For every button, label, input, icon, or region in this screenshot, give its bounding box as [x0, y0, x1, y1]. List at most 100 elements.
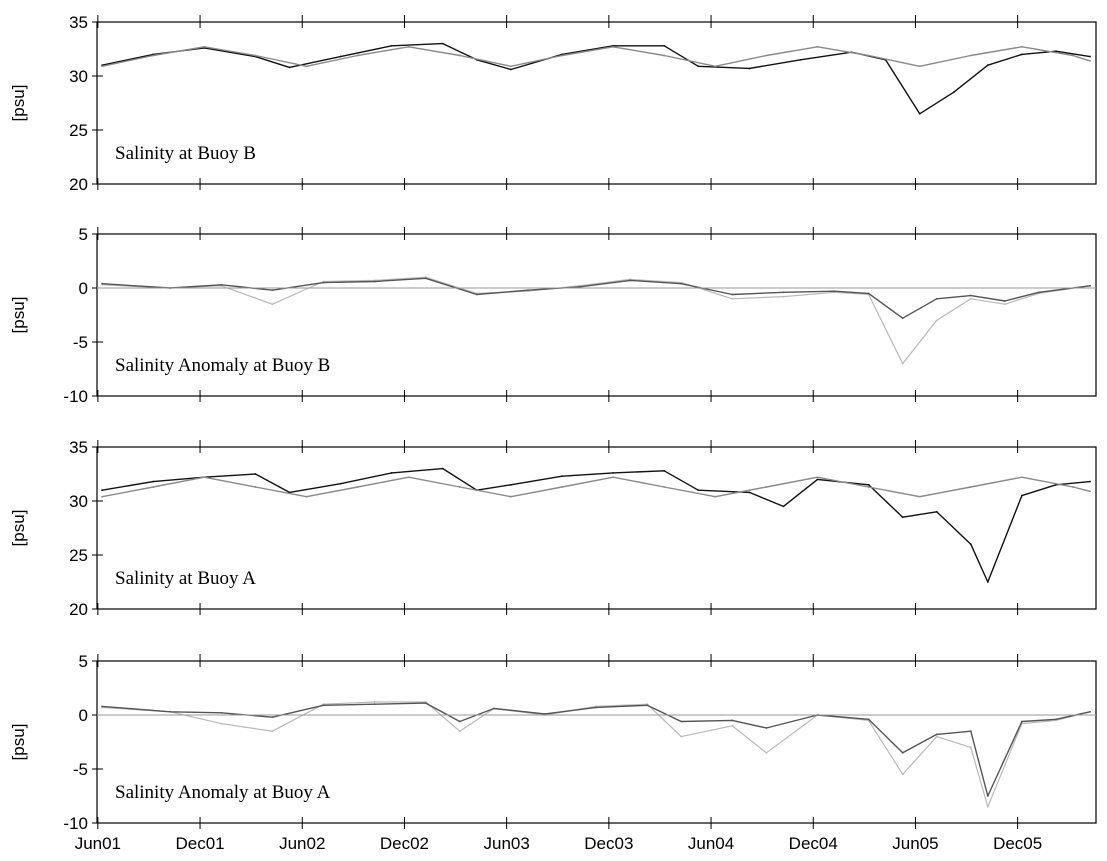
- data-point: [271, 730, 274, 733]
- data-point: [220, 283, 223, 286]
- data-point: [816, 45, 819, 48]
- plot-frame: [96, 21, 1097, 185]
- data-point: [935, 733, 938, 736]
- data-point: [203, 476, 206, 479]
- y-tick-label: 35: [69, 13, 88, 32]
- data-point: [986, 64, 989, 67]
- plot-frame: [96, 446, 1097, 610]
- data-point: [969, 730, 972, 733]
- data-point: [152, 486, 155, 488]
- data-point: [867, 486, 870, 488]
- data-point: [1072, 486, 1074, 488]
- data-point: [969, 486, 972, 488]
- data-point: [1055, 718, 1057, 721]
- panel-4: -10 -5 0 5 [psu] Salinity Anomaly at Buoy A Ju…: [9, 652, 1097, 853]
- data-point: [1038, 291, 1040, 294]
- data-point: [731, 724, 734, 727]
- data-point: [680, 735, 683, 738]
- data-point: [220, 722, 223, 725]
- data-point: [612, 476, 615, 479]
- data-point: [986, 795, 989, 797]
- data-point: [322, 281, 325, 284]
- data-point: [969, 294, 972, 297]
- data-point: [288, 66, 291, 69]
- data-point: [407, 45, 410, 48]
- data-point: [373, 701, 376, 703]
- data-point: [595, 706, 597, 709]
- y-tick-label: 0: [79, 279, 88, 298]
- data-point: [782, 291, 785, 294]
- data-point: [101, 495, 104, 498]
- data-point: [271, 303, 274, 306]
- y-axis-label: [psu]: [9, 297, 28, 334]
- data-point: [782, 295, 785, 298]
- data-point: [458, 730, 461, 733]
- data-point: [901, 317, 904, 320]
- data-point: [339, 482, 342, 485]
- data-point: [101, 705, 104, 708]
- data-point: [254, 54, 257, 57]
- data-point: [1072, 54, 1074, 57]
- series-observed: [101, 42, 1091, 115]
- panel-title: Salinity Anomaly at Buoy A: [115, 782, 331, 803]
- data-point: [731, 297, 734, 300]
- data-point: [305, 65, 308, 68]
- y-tick-label: -10: [63, 814, 88, 833]
- plot-frame: [96, 233, 1097, 397]
- x-tick-label: Dec05: [993, 834, 1042, 853]
- y-tick-label: -10: [63, 387, 88, 406]
- data-point: [561, 486, 563, 488]
- data-point: [748, 491, 751, 494]
- data-point: [765, 727, 768, 729]
- data-point: [254, 473, 257, 475]
- y-tick-label: 25: [69, 546, 88, 565]
- data-point: [697, 489, 700, 492]
- panel-title: Salinity at Buoy A: [115, 568, 256, 589]
- data-point: [935, 297, 938, 300]
- data-point: [629, 279, 632, 282]
- data-point: [561, 54, 563, 57]
- data-point: [458, 54, 461, 57]
- data-point: [1089, 480, 1091, 483]
- data-point: [901, 773, 904, 776]
- y-axis-label: [psu]: [9, 724, 28, 761]
- x-tick-label: Dec03: [584, 834, 633, 853]
- data-point: [1089, 284, 1091, 287]
- data-point: [458, 486, 461, 488]
- data-point: [169, 710, 172, 713]
- data-point: [867, 54, 870, 57]
- data-point: [986, 581, 989, 583]
- x-tick-label: Jun02: [279, 834, 325, 853]
- data-point: [935, 319, 938, 322]
- y-axis-label: [psu]: [9, 510, 28, 547]
- x-tick-label: Jun05: [892, 834, 938, 853]
- data-point: [646, 704, 649, 707]
- data-point: [986, 805, 989, 808]
- data-point: [510, 495, 512, 498]
- data-point: [561, 475, 563, 478]
- x-tick-label: Dec04: [789, 834, 838, 853]
- data-point: [1089, 490, 1091, 493]
- data-point: [1003, 303, 1006, 306]
- data-point: [799, 58, 802, 61]
- data-point: [544, 713, 546, 715]
- y-tick-label: 20: [69, 600, 88, 619]
- data-point: [356, 486, 359, 488]
- series-raw-anomaly: [102, 701, 1091, 808]
- data-point: [390, 44, 393, 47]
- y-tick-label: 30: [69, 492, 88, 511]
- data-point: [373, 703, 376, 706]
- data-point: [969, 746, 972, 749]
- y-tick-label: 5: [79, 225, 88, 244]
- data-point: [101, 282, 104, 285]
- panel-3: 20 25 30 35 [psu] Salinity at Buoy A: [9, 438, 1097, 619]
- x-tick-label: Dec01: [175, 834, 224, 853]
- data-point: [782, 505, 785, 508]
- data-point: [765, 54, 768, 57]
- data-point: [612, 472, 615, 474]
- data-point: [492, 707, 495, 710]
- y-axis-label: [psu]: [9, 85, 28, 122]
- data-point: [765, 751, 768, 754]
- series-smoothed-anomaly: [102, 702, 1091, 797]
